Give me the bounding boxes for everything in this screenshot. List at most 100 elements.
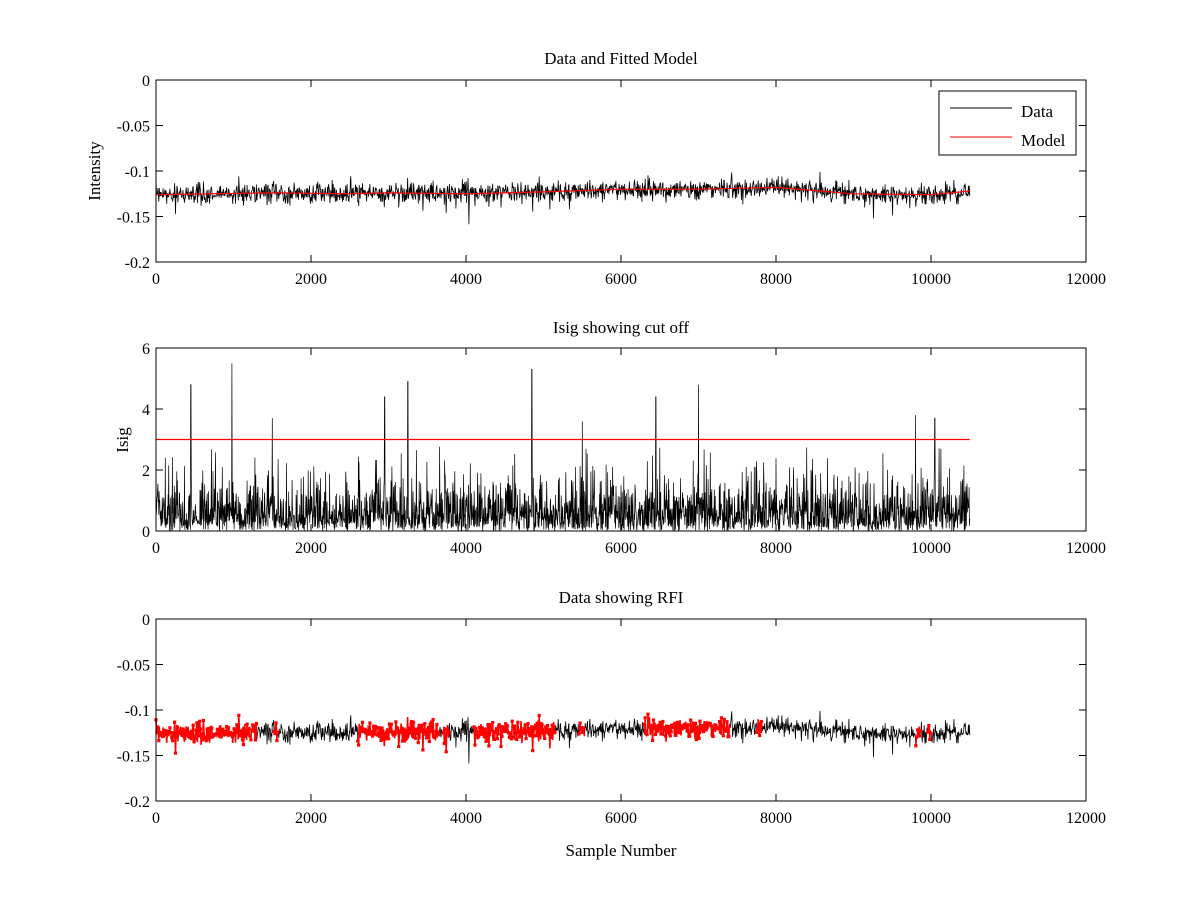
rfi-point bbox=[383, 731, 387, 736]
y-tick-label: -0.05 bbox=[117, 658, 150, 675]
rfi-point bbox=[246, 731, 250, 735]
rfi-point bbox=[552, 724, 556, 728]
x-tick-label: 4000 bbox=[450, 271, 482, 288]
rfi-point bbox=[647, 721, 651, 725]
rfi-point bbox=[492, 737, 497, 742]
rfi-point bbox=[175, 725, 179, 729]
rfi-point bbox=[357, 743, 361, 747]
rfi-point bbox=[223, 733, 227, 737]
rfi-point bbox=[171, 739, 175, 743]
rfi-point bbox=[240, 738, 245, 742]
rfi-point bbox=[237, 713, 241, 717]
rfi-point bbox=[435, 723, 439, 727]
rfi-point bbox=[372, 732, 377, 736]
rfi-point bbox=[168, 726, 172, 730]
rfi-point bbox=[722, 717, 726, 721]
rfi-point bbox=[496, 732, 500, 736]
rfi-point bbox=[642, 722, 646, 726]
rfi-point bbox=[382, 735, 386, 739]
rfi-point bbox=[393, 732, 397, 736]
rfi-point bbox=[412, 732, 417, 736]
rfi-point bbox=[581, 730, 585, 734]
rfi-point bbox=[513, 724, 517, 728]
rfi-point bbox=[489, 728, 493, 732]
rfi-point bbox=[494, 727, 498, 731]
rfi-point bbox=[917, 734, 922, 738]
rfi-point bbox=[756, 727, 760, 731]
rfi-point bbox=[479, 732, 484, 736]
rfi-point bbox=[691, 729, 695, 733]
rfi-point bbox=[235, 723, 239, 727]
rfi-point bbox=[376, 733, 380, 737]
rfi-point bbox=[652, 726, 657, 730]
rfi-point bbox=[553, 730, 557, 734]
rfi-point bbox=[702, 729, 706, 734]
rfi-point bbox=[644, 729, 648, 733]
rfi-point bbox=[529, 734, 533, 738]
rfi-point bbox=[415, 731, 419, 736]
rfi-point bbox=[725, 720, 729, 724]
rfi-point bbox=[413, 736, 418, 740]
x-axis-label: Sample Number bbox=[566, 841, 677, 860]
rfi-point bbox=[250, 728, 254, 732]
rfi-point bbox=[431, 718, 435, 722]
rfi-point bbox=[236, 730, 240, 734]
rfi-point bbox=[531, 749, 535, 753]
rfi-point bbox=[927, 724, 931, 728]
x-tick-label: 6000 bbox=[605, 810, 637, 827]
rfi-point bbox=[243, 734, 247, 738]
rfi-point bbox=[378, 726, 382, 730]
rfi-point bbox=[758, 729, 763, 733]
rfi-point bbox=[673, 721, 677, 725]
rfi-point bbox=[273, 732, 277, 736]
rfi-point bbox=[550, 723, 554, 727]
rfi-point bbox=[385, 730, 389, 734]
rfi-point bbox=[917, 731, 921, 735]
rfi-point bbox=[676, 720, 680, 724]
rfi-point bbox=[420, 723, 424, 727]
rfi-point bbox=[526, 722, 530, 726]
rfi-point bbox=[486, 723, 490, 727]
rfi-point bbox=[191, 723, 195, 727]
rfi-point bbox=[360, 720, 365, 724]
rfi-point bbox=[225, 724, 229, 729]
rfi-point bbox=[657, 727, 661, 731]
rfi-point bbox=[506, 731, 511, 735]
rfi-point bbox=[491, 721, 495, 725]
rfi-point bbox=[252, 729, 256, 733]
rfi-point bbox=[483, 727, 487, 731]
rfi-point bbox=[253, 724, 257, 728]
rfi-point bbox=[181, 727, 185, 731]
rfi-point bbox=[485, 738, 489, 742]
rfi-point bbox=[379, 738, 383, 742]
rfi-point bbox=[523, 723, 527, 727]
rfi-point bbox=[714, 724, 718, 728]
rfi-point bbox=[697, 736, 701, 740]
x-tick-label: 2000 bbox=[295, 271, 327, 288]
rfi-point bbox=[490, 726, 494, 730]
rfi-point bbox=[918, 729, 923, 733]
rfi-point bbox=[492, 735, 496, 739]
rfi-point bbox=[692, 729, 697, 733]
rfi-point bbox=[718, 720, 722, 724]
rfi-point bbox=[275, 739, 279, 743]
rfi-point bbox=[689, 718, 693, 722]
plot-area bbox=[156, 80, 1086, 262]
y-tick-label: 0 bbox=[142, 612, 150, 629]
rfi-point bbox=[233, 731, 237, 735]
rfi-point bbox=[253, 738, 258, 742]
y-tick-label: -0.2 bbox=[125, 255, 150, 272]
rfi-point bbox=[166, 732, 170, 736]
rfi-point bbox=[678, 723, 682, 728]
axes-box bbox=[155, 79, 1087, 263]
rfi-point bbox=[701, 728, 705, 732]
rfi-point bbox=[505, 729, 509, 734]
x-tick-label: 10000 bbox=[911, 271, 951, 288]
rfi-point bbox=[544, 725, 548, 729]
rfi-point bbox=[582, 726, 586, 730]
rfi-point bbox=[699, 723, 703, 728]
x-tick-label: 12000 bbox=[1066, 271, 1106, 288]
rfi-point bbox=[482, 735, 486, 739]
rfi-point bbox=[226, 732, 230, 736]
rfi-point bbox=[211, 735, 215, 739]
